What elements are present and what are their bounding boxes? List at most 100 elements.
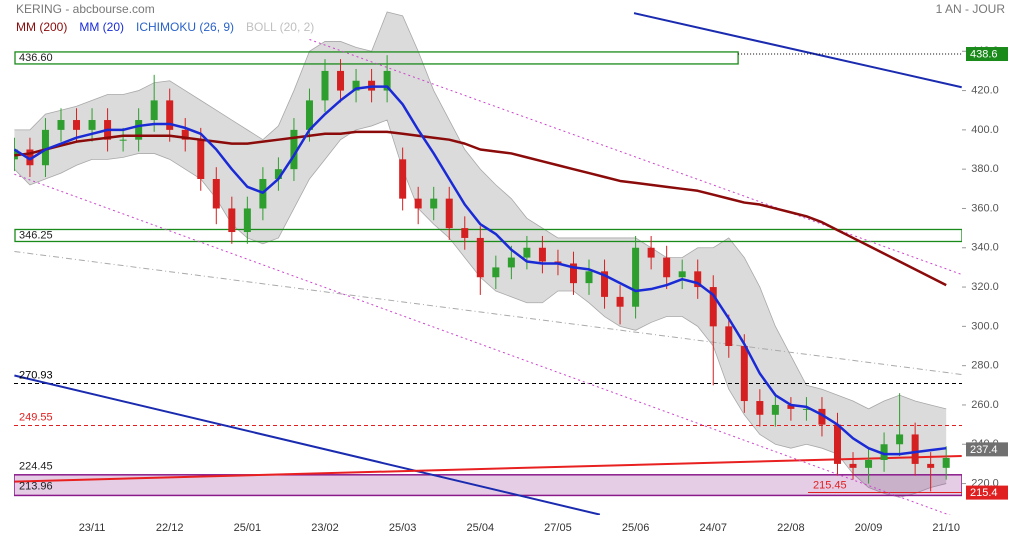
price-tag [966, 442, 1008, 457]
candle-body [833, 424, 841, 464]
candle-body [896, 434, 904, 445]
price-tag [966, 485, 1008, 500]
level-label: 249.55 [19, 411, 53, 423]
candle-body [476, 237, 484, 278]
candle-body [942, 458, 950, 468]
candle-body [197, 139, 205, 179]
price-tag-label: 237.4 [970, 444, 998, 456]
candle-body [461, 228, 469, 238]
candle-body [212, 178, 220, 209]
candle-body [305, 100, 313, 130]
candle-body [694, 271, 702, 288]
candle-body [119, 139, 127, 141]
candle-body [150, 100, 158, 121]
bollinger-upper [14, 11, 947, 410]
candle-body [414, 198, 422, 209]
candle-body [492, 267, 500, 278]
candle-body [290, 129, 298, 170]
candle-body [445, 198, 453, 229]
x-tick-label: 23/02 [311, 522, 339, 534]
level-label: 436.60 [19, 52, 53, 64]
candle-body [57, 120, 65, 130]
candle-body [911, 434, 919, 464]
annotations: 220.0240.0260.0280.0300.0320.0340.0360.0… [16, 20, 1008, 534]
candle-body [865, 459, 873, 468]
price-tag [966, 47, 1008, 62]
candle-body [430, 198, 438, 209]
candle-body [181, 129, 189, 140]
candle-body [601, 271, 609, 297]
candle-body [663, 257, 671, 278]
price-tag-label: 215.4 [970, 487, 998, 499]
y-tick-label: 340.0 [971, 242, 999, 254]
legend-entry: MM (200) [16, 20, 67, 34]
candle-body [399, 159, 407, 199]
candle-body [41, 129, 49, 166]
candle-body [337, 70, 345, 91]
trendline [14, 374, 601, 515]
candle-body [771, 404, 779, 415]
price-tag-label: 438.6 [970, 48, 998, 60]
level-label: 224.45 [19, 461, 53, 473]
trendline [633, 12, 962, 89]
candle-body [569, 263, 577, 284]
candle-body [678, 271, 686, 278]
trendline [309, 39, 962, 275]
candle-body [927, 463, 935, 468]
candle-body [818, 408, 826, 425]
moving-average [14, 85, 947, 456]
candle-body [756, 401, 764, 415]
candle-body [647, 247, 655, 258]
candle-body [383, 70, 391, 91]
level-zone [14, 474, 962, 497]
candle-body [321, 70, 329, 101]
candle-body [787, 404, 795, 409]
x-tick-label: 25/04 [467, 522, 495, 534]
candle-body [802, 408, 810, 410]
y-tick-label: 400.0 [971, 124, 999, 136]
x-tick-label: 20/09 [855, 522, 883, 534]
candle-body [616, 296, 624, 307]
candle-body [632, 247, 640, 307]
y-tick-label: 300.0 [971, 320, 999, 332]
plot-area [14, 11, 962, 515]
moving-average [14, 130, 947, 287]
candle-body [849, 463, 857, 468]
candle-body [507, 257, 515, 268]
candle-body [538, 247, 546, 262]
legend-entry: BOLL (20, 2) [246, 20, 314, 34]
level-label: 213.96 [19, 480, 53, 492]
candle-body [880, 444, 888, 460]
x-tick-label: 25/01 [234, 522, 262, 534]
level-label: 270.93 [19, 369, 53, 381]
candle-body [228, 208, 236, 233]
x-tick-label: 23/11 [79, 522, 106, 534]
period: 1 AN - JOUR [936, 2, 1006, 16]
candle-body [725, 326, 733, 347]
trendline [14, 251, 962, 375]
y-tick-label: 260.0 [971, 399, 999, 411]
legend-entry: ICHIMOKU (26, 9) [136, 20, 234, 34]
chart-title: KERING - abcbourse.com [16, 2, 155, 16]
candle-body [523, 247, 531, 258]
candle-body [274, 169, 282, 179]
candle-body [88, 120, 96, 130]
level-label: 215.45 [813, 479, 847, 491]
trendline [14, 455, 962, 483]
x-tick-label: 25/03 [389, 522, 417, 534]
candle-body [709, 287, 717, 327]
x-tick-label: 21/10 [932, 522, 960, 534]
candle-body [585, 271, 593, 284]
y-tick-label: 360.0 [971, 202, 999, 214]
candle-body [243, 208, 251, 233]
y-tick-label: 380.0 [971, 163, 999, 175]
candle-body [740, 346, 748, 402]
level-label: 346.25 [19, 229, 53, 241]
x-tick-label: 22/12 [156, 522, 184, 534]
legend-entry: MM (20) [79, 20, 124, 34]
candle-body [135, 120, 143, 140]
x-tick-label: 22/08 [777, 522, 805, 534]
candle-body [73, 120, 81, 130]
x-tick-label: 27/05 [544, 522, 572, 534]
